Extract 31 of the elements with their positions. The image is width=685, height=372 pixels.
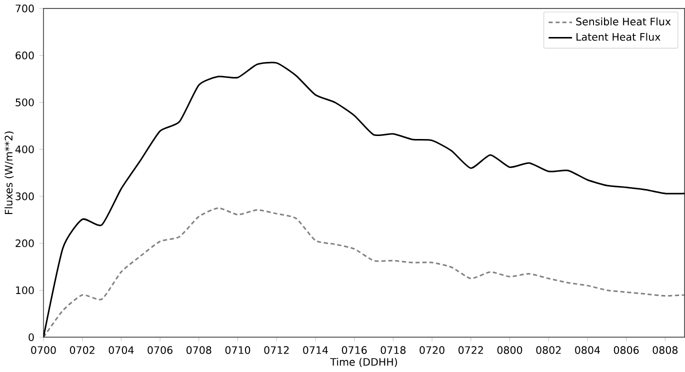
x-tick-label: 0716 [342, 346, 367, 354]
line-series [43, 62, 685, 338]
x-tick-label: 0718 [380, 346, 406, 354]
x-tick-label: 0804 [575, 346, 600, 354]
y-tick-label: 200 [16, 240, 34, 248]
x-tick-label: 0722 [458, 346, 483, 354]
y-tick-label: 100 [16, 286, 34, 294]
y-tick-label: 400 [15, 146, 34, 154]
x-tick-label: 0706 [148, 346, 172, 354]
x-tick-label: 0708 [186, 346, 212, 354]
x-tick-label: 0702 [70, 346, 94, 354]
y-tick-label: 0 [28, 334, 34, 342]
legend-label: Latent Heat Flux [576, 33, 660, 41]
line-series [43, 208, 685, 338]
x-tick-label: 0714 [303, 346, 328, 354]
y-axis-title: Fluxes (W/m**2) [4, 132, 14, 214]
legend-label: Sensible Heat Flux [576, 18, 671, 26]
x-tick-label: 0720 [420, 346, 444, 354]
y-tick-label: 700 [16, 4, 34, 13]
x-tick-label: 0710 [225, 346, 250, 354]
y-tick-label: 600 [16, 52, 34, 60]
x-tick-label: 0700 [31, 346, 56, 354]
x-axis-title: Time (DDHH) [330, 358, 397, 368]
y-tick-label: 500 [16, 98, 34, 106]
y-tick-label: 300 [16, 192, 34, 200]
x-tick-label: 0806 [614, 346, 639, 354]
x-tick-label: 0802 [536, 346, 561, 354]
x-tick-label: 0704 [108, 346, 134, 354]
x-tick-label: 0800 [497, 346, 522, 354]
x-tick-label: 0808 [652, 346, 678, 354]
x-tick-label: 0712 [264, 346, 289, 354]
